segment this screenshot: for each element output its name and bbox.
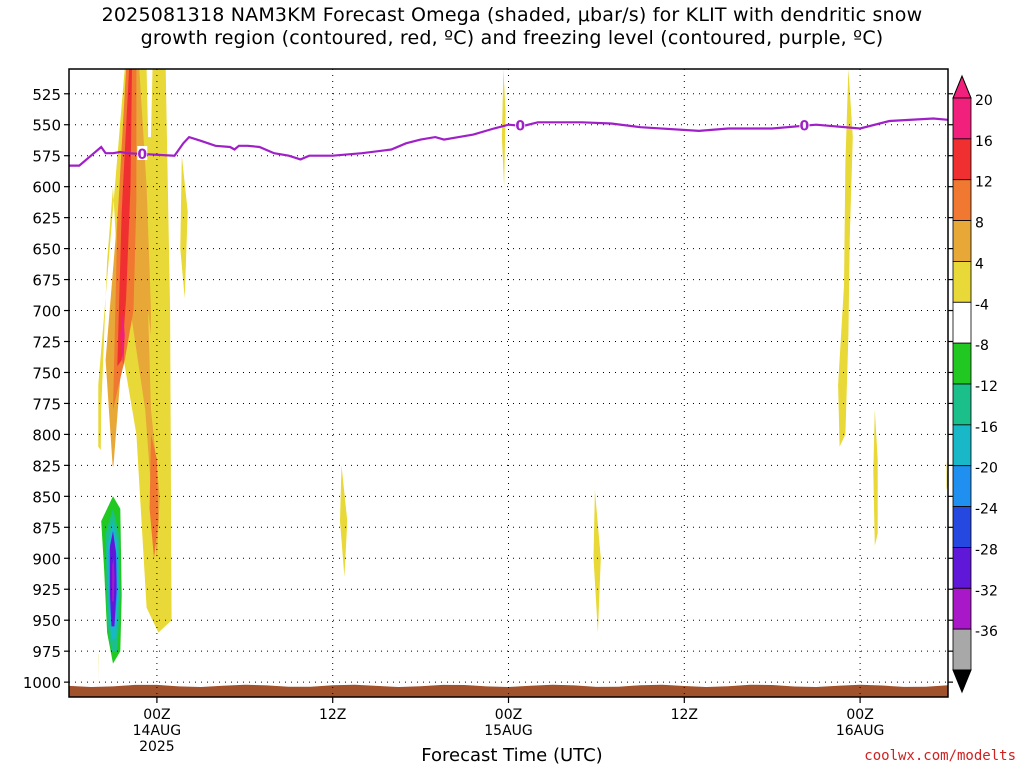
- chart-title-line2: growth region (contoured, red, ºC) and f…: [140, 27, 884, 49]
- y-tick-label: 600: [32, 179, 61, 197]
- x-axis-label: Forecast Time (UTC): [421, 745, 603, 766]
- omega-region-10: [838, 69, 853, 447]
- freezing-label-bg: [515, 117, 526, 132]
- colorbar-label: -24: [975, 502, 998, 518]
- colorbar-label: -32: [975, 583, 998, 599]
- omega-shading: [69, 69, 948, 683]
- surface-layer: [69, 684, 948, 697]
- x-tick-label: 00Z: [846, 707, 873, 723]
- plot-area: [69, 69, 948, 697]
- y-tick-label: 650: [32, 241, 61, 259]
- x-tick-label: 2025: [139, 739, 175, 755]
- colorbar-swatch: [952, 383, 972, 426]
- y-axis-ticks: 525 550 575 600 625 650 675 700 725 750 775 800 825 8…: [23, 86, 953, 692]
- omega-region-11: [873, 409, 878, 546]
- colorbar-label: -20: [975, 461, 998, 477]
- colorbar-swatch: [952, 506, 972, 548]
- omega-region-6: [180, 155, 188, 299]
- y-tick-label: 925: [32, 581, 61, 599]
- colorbar-swatch: [952, 587, 972, 630]
- colorbar-swatch: [952, 465, 972, 507]
- y-tick-label: 575: [32, 148, 61, 166]
- y-tick-label: 900: [32, 550, 61, 568]
- colorbar-swatch: [952, 342, 972, 385]
- y-tick-label: 675: [32, 272, 61, 290]
- colorbar-swatch: [952, 261, 972, 303]
- colorbar-label: -28: [975, 542, 998, 558]
- colorbar-top-arrow: [952, 74, 972, 99]
- y-tick-label: 950: [32, 612, 61, 630]
- chart-title: 2025081318 NAM3KM Forecast Omega (shaded…: [0, 4, 1024, 50]
- colorbar-label: -12: [975, 379, 998, 395]
- y-tick-label: 825: [32, 457, 61, 475]
- x-tick-label: 00Z: [495, 707, 522, 723]
- colorbar-swatch: [952, 138, 972, 181]
- freezing-level-label: 0: [800, 119, 810, 135]
- omega-region-9: [593, 490, 601, 633]
- omega-region-19: [637, 511, 645, 645]
- plot-background: [69, 69, 948, 697]
- x-tick-label: 16AUG: [836, 723, 885, 739]
- omega-region-20: [823, 564, 833, 633]
- colorbar-label: -8: [975, 338, 989, 354]
- omega-region-15: [146, 69, 153, 138]
- colorbar-label: 8: [975, 216, 984, 232]
- omega-region-8: [501, 69, 506, 187]
- y-tick-label: 850: [32, 488, 61, 506]
- colorbar-swatch: [952, 179, 972, 221]
- y-tick-label: 750: [32, 364, 61, 382]
- y-tick-label: 550: [32, 117, 61, 135]
- omega-region-4: [117, 69, 132, 367]
- omega-region-27: [112, 558, 115, 602]
- colorbar-swatch: [952, 424, 972, 467]
- freezing-level-line: [69, 117, 948, 167]
- y-tick-label: 975: [32, 643, 61, 661]
- freezing-level-label: 0: [515, 119, 525, 135]
- freezing-level-label: 0: [137, 147, 147, 163]
- y-tick-label: 525: [32, 86, 61, 104]
- colorbar-bottom-arrow: [952, 669, 972, 694]
- omega-region-21: [935, 570, 940, 593]
- colorbar-label: -16: [975, 420, 998, 436]
- y-tick-label: 700: [32, 303, 61, 321]
- x-tick-label: 12Z: [671, 707, 698, 723]
- omega-region-5: [120, 310, 125, 367]
- colorbar-swatch: [952, 220, 972, 262]
- x-tick-label: 12Z: [319, 707, 346, 723]
- surface-ground: [69, 684, 948, 697]
- colorbar-label: 12: [975, 175, 993, 191]
- colorbar-label: 20: [975, 93, 993, 109]
- omega-region-17: [473, 508, 486, 614]
- freezing-label-bg: [137, 146, 148, 161]
- colorbar-label: -4: [975, 297, 989, 313]
- x-tick-label: 00Z: [143, 707, 170, 723]
- omega-region-14: [89, 69, 99, 249]
- colorbar-label: 16: [975, 134, 993, 150]
- colorbar-swatch: [952, 301, 972, 344]
- y-tick-label: 775: [32, 395, 61, 413]
- colorbar-swatch: [952, 97, 972, 140]
- x-tick-label: 14AUG: [133, 723, 182, 739]
- colorbar-swatch: [952, 628, 972, 671]
- credit-text: coolwx.com/modelts: [864, 748, 1016, 764]
- colorbar-label: -36: [975, 624, 998, 640]
- y-tick-label: 875: [32, 519, 61, 537]
- colorbar-swatch: [952, 547, 972, 589]
- y-tick-label: 625: [32, 210, 61, 228]
- freezing-level-contour: 0 0 0: [69, 117, 948, 167]
- omega-region-18: [605, 589, 614, 645]
- y-tick-label: 725: [32, 334, 61, 352]
- freezing-label-bg: [799, 117, 810, 132]
- chart-title-line1: 2025081318 NAM3KM Forecast Omega (shaded…: [101, 4, 923, 26]
- y-tick-label: 800: [32, 426, 61, 444]
- x-tick-label: 15AUG: [484, 723, 533, 739]
- colorbar-label: 4: [975, 256, 984, 272]
- omega-region-7: [340, 465, 348, 577]
- y-tick-label: 1000: [23, 674, 61, 692]
- colorbar: 20 16 12 8 4 -4 -8 -12 -16 -20 -24 -28 -32 -36: [952, 74, 998, 694]
